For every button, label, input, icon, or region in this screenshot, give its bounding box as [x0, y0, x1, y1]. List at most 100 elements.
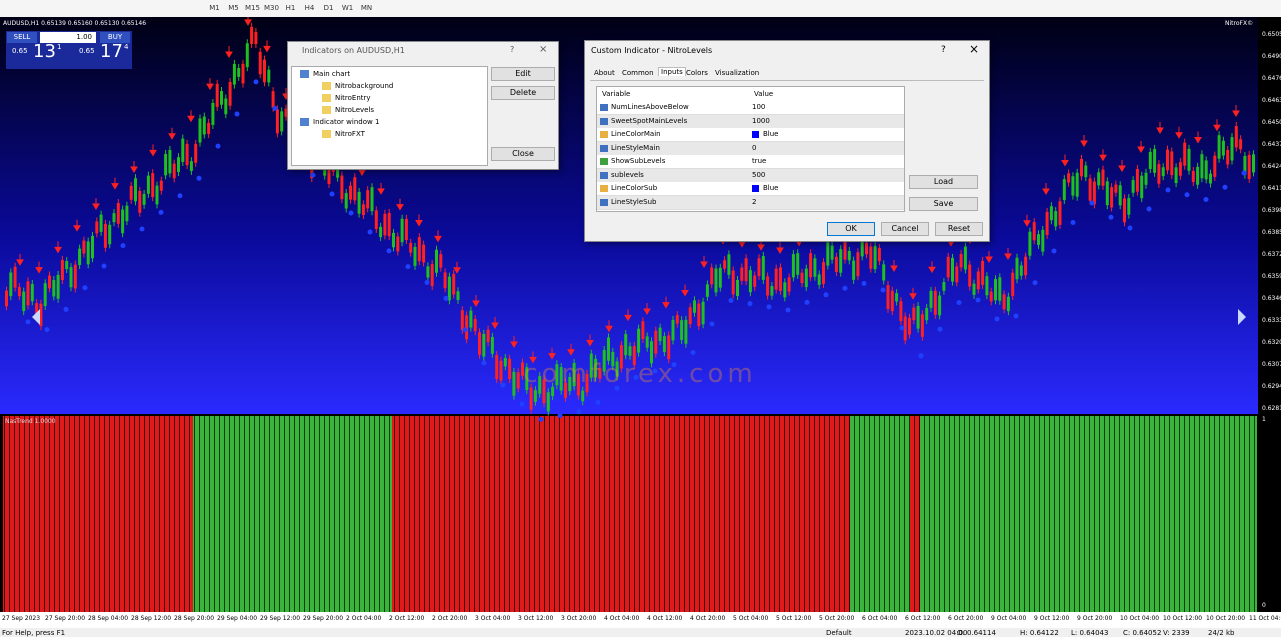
candle — [185, 143, 189, 166]
level-dot — [1184, 192, 1190, 198]
candle — [198, 118, 202, 143]
watermark: comforex.com — [523, 359, 756, 389]
side-button[interactable]: Load — [909, 175, 978, 189]
candle — [830, 245, 834, 260]
candle — [379, 226, 383, 238]
timeframe-button[interactable]: H1 — [285, 4, 296, 12]
help-button[interactable]: ? — [510, 45, 515, 54]
candle — [284, 108, 288, 117]
sell-arrow — [890, 260, 898, 272]
dialog-button[interactable]: OK — [827, 222, 875, 236]
close-x[interactable]: × — [539, 44, 548, 55]
level-dot — [367, 229, 373, 235]
level-dot — [652, 368, 658, 374]
brand: NitroFX© — [1225, 20, 1254, 27]
input-row[interactable]: NumLinesAboveBelow 100 — [597, 101, 904, 115]
dialog-button[interactable]: Cancel — [881, 222, 929, 236]
candle — [873, 246, 877, 270]
input-row[interactable]: LineColorSub Blue — [597, 182, 904, 196]
sell-arrow — [1061, 154, 1069, 167]
candle — [215, 83, 219, 107]
buy-button[interactable]: BUY — [100, 32, 130, 43]
timeframe-button[interactable]: D1 — [323, 4, 334, 12]
close-x[interactable]: × — [969, 42, 980, 56]
timeframe-button[interactable]: M30 — [264, 4, 279, 12]
dialog-button[interactable]: Close — [491, 147, 555, 161]
candle — [1234, 126, 1238, 148]
tree-item[interactable]: NitroLevels — [322, 106, 374, 114]
price-label: 0.64375 — [1262, 141, 1281, 148]
tree-icon — [300, 70, 309, 78]
tree-item[interactable]: Nitrobackground — [322, 82, 393, 90]
time-label: 4 Oct 20:00 — [690, 615, 726, 622]
variable-name: ShowSubLevels — [611, 157, 666, 165]
candle — [400, 218, 404, 243]
tab[interactable]: Common — [622, 69, 654, 77]
candle — [275, 109, 279, 134]
timeframe-button[interactable]: M15 — [245, 4, 260, 12]
sell-arrow — [225, 46, 233, 58]
candle — [860, 238, 864, 257]
candle — [624, 334, 628, 356]
candle — [357, 191, 361, 214]
candle — [1230, 137, 1234, 161]
dialog-button[interactable]: Reset — [935, 222, 983, 236]
candle — [1196, 166, 1200, 185]
candle — [748, 270, 752, 293]
candle — [989, 291, 993, 302]
sell-arrow — [206, 78, 214, 91]
input-row[interactable]: SweetSpotMainLevels 1000 — [597, 114, 904, 129]
timeframe-button[interactable]: W1 — [341, 4, 354, 12]
candle — [48, 275, 51, 289]
sell-arrow — [73, 219, 81, 232]
type-icon — [600, 104, 608, 111]
candle — [611, 351, 615, 367]
tab[interactable]: About — [594, 69, 615, 77]
input-row[interactable]: LineStyleSub 2 — [597, 195, 904, 210]
dialog-button[interactable]: Delete — [491, 86, 555, 100]
scroll-left[interactable] — [32, 309, 40, 325]
sell-arrow — [491, 317, 499, 329]
candle — [628, 346, 632, 356]
candle — [151, 173, 155, 198]
sell-arrow — [928, 261, 936, 274]
candle — [1110, 187, 1114, 208]
lot-input[interactable]: 1.00 — [40, 32, 96, 43]
indicator-tree: Main chart Nitrobackground NitroEntry Nitro… — [291, 66, 488, 166]
tree-item[interactable]: NitroEntry — [322, 94, 371, 102]
candle — [1174, 167, 1178, 184]
sell-arrow — [1004, 248, 1012, 260]
timeframe-button[interactable]: M5 — [228, 4, 239, 12]
tree-item[interactable]: NitroFXT — [322, 130, 365, 138]
input-row[interactable]: LineColorMain Blue — [597, 128, 904, 142]
input-row[interactable]: sublevels 500 — [597, 168, 904, 183]
candle — [671, 319, 675, 341]
level-dot — [63, 306, 69, 312]
sell-arrow — [662, 296, 670, 309]
tree-item[interactable]: Indicator window 1 — [300, 118, 379, 126]
sell-arrow — [1080, 135, 1088, 147]
sell-arrow — [244, 17, 252, 26]
scroll-right[interactable] — [1238, 309, 1246, 325]
candle — [615, 361, 619, 377]
help-button[interactable]: ? — [941, 45, 946, 55]
time-label: 10 Oct 04:00 — [1120, 615, 1160, 622]
tab[interactable]: Colors — [686, 69, 708, 77]
level-dot — [557, 413, 563, 419]
timeframe-button[interactable]: H4 — [304, 4, 315, 12]
tab[interactable]: Visualization — [715, 69, 760, 77]
candle — [60, 259, 64, 281]
timeframe-button[interactable]: MN — [360, 4, 373, 12]
level-dot — [690, 350, 696, 355]
candle — [877, 247, 881, 262]
input-row[interactable]: LineStyleMain 0 — [597, 141, 904, 156]
side-button[interactable]: Save — [909, 197, 978, 211]
input-row[interactable]: ShowSubLevels true — [597, 155, 904, 169]
time-label: 6 Oct 12:00 — [905, 615, 941, 622]
sell-button[interactable]: SELL — [7, 32, 37, 43]
tab[interactable]: Inputs — [658, 67, 686, 76]
variable-value: true — [752, 157, 767, 165]
dialog-button[interactable]: Edit — [491, 67, 555, 81]
tree-item[interactable]: Main chart — [300, 70, 350, 78]
timeframe-button[interactable]: M1 — [209, 4, 220, 12]
